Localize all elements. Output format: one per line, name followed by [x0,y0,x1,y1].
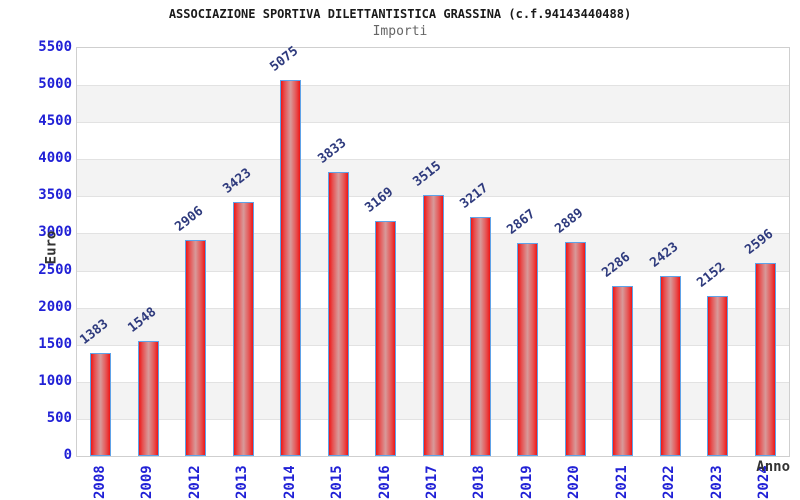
y-tick-label: 2000 [38,298,72,315]
y-tick-label: 4000 [38,150,72,167]
grid-band [77,48,789,86]
bar-2014 [280,79,302,456]
bar-2013 [232,202,254,456]
x-tick-label-2020: 2020 [566,465,583,499]
bar-value-label: 2152 [694,260,729,292]
bar-value-label: 3423 [220,165,254,197]
y-axis-title: Euro [43,230,60,265]
x-tick-label-2009: 2009 [139,465,156,499]
x-tick-label-2015: 2015 [329,465,346,499]
y-tick-label: 4500 [38,113,72,130]
bar-2015 [327,171,349,456]
bar-value-label: 3169 [362,184,397,216]
bar-2012 [185,240,207,456]
x-tick-label-2008: 2008 [91,465,108,499]
grid-band [77,122,789,160]
x-axis-title: Anno [756,459,790,475]
bar-value-label: 2867 [504,207,539,239]
x-tick-label-2022: 2022 [661,465,678,499]
x-tick-label-2013: 2013 [234,465,251,499]
bar-2017 [422,195,444,456]
bar-2022 [659,276,681,456]
bars-layer: 1383 1548 2906 3423 5075 3833 3169 3515 3217 2867… [77,43,789,456]
bar-2020 [564,241,586,456]
x-tick-label-2021: 2021 [613,465,630,499]
x-tick-label-2018: 2018 [471,465,488,499]
bar-value-label: 3217 [457,181,492,213]
y-tick-label: 2500 [38,261,72,278]
chart-subtitle: Importi [372,24,428,39]
bar-2021 [612,286,634,456]
y-tick-label: 5500 [38,39,72,55]
bar-2008 [90,353,112,456]
bar-value-label: 2596 [742,227,777,259]
bar-value-label: 1548 [125,304,159,336]
x-tick-label-2016: 2016 [376,465,393,499]
y-tick-label: 0 [63,447,72,463]
bar-value-label: 5075 [267,43,302,75]
x-tick-label-2019: 2019 [518,465,535,499]
bar-value-label: 3515 [409,158,444,191]
bar-value-label: 2906 [172,204,207,236]
plot-area: 1383 1548 2906 3423 5075 3833 3169 3515 3217 2867… [76,43,790,457]
bar-2018 [469,217,491,456]
bar-2019 [517,243,539,456]
y-tick-label: 1000 [38,372,72,389]
x-tick-label-2014: 2014 [281,465,298,499]
bar-value-label: 2286 [599,250,634,282]
bar-value-label: 1383 [77,317,112,349]
x-tick-label-2017: 2017 [424,465,440,499]
x-tick-label-2012: 2012 [186,465,203,499]
y-tick-label: 1500 [38,335,72,352]
bar-2016 [375,220,397,456]
y-tick-label: 5000 [38,76,72,93]
y-tick-label: 500 [46,409,72,426]
bar-2009 [137,341,159,456]
bar-value-label: 2423 [647,239,682,272]
x-tick-label-2023: 2023 [708,465,725,499]
grid-band [77,159,789,197]
bar-value-label: 2889 [552,205,587,237]
chart-title: ASSOCIAZIONE SPORTIVA DILETTANTISTICA GR… [168,7,632,21]
y-tick-label: 3000 [38,224,72,241]
bar-2024 [754,263,776,456]
grid-band [77,85,789,123]
bar-2023 [707,296,729,456]
y-tick-label: 3500 [38,187,72,204]
bar-value-label: 3833 [314,135,349,167]
